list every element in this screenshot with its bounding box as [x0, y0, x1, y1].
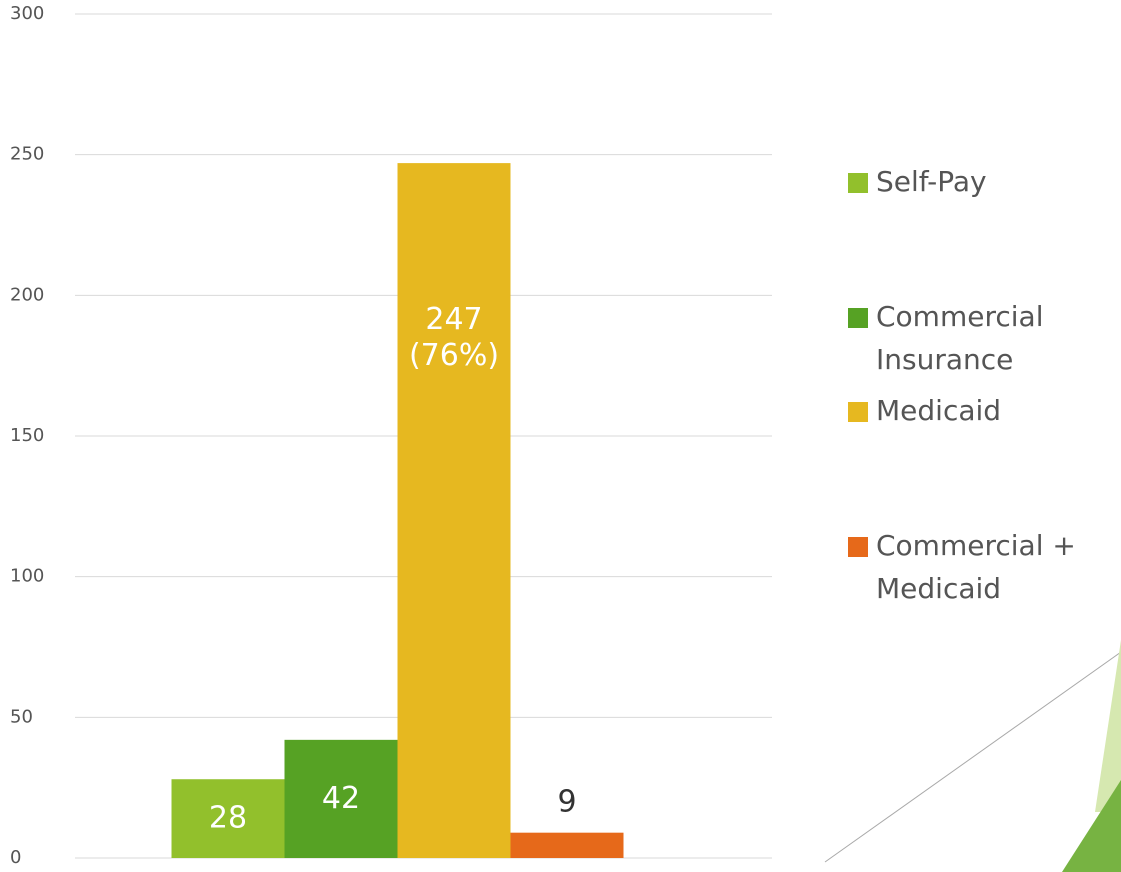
legend-label: Commercial + Medicaid [876, 529, 1076, 605]
y-tick-label: 50 [10, 706, 33, 727]
bar [510, 832, 624, 858]
decor-triangle-light [1095, 640, 1121, 812]
data-label: 42 [322, 780, 360, 815]
bar [397, 163, 511, 858]
y-tick-label: 150 [10, 425, 44, 446]
y-tick-label: 0 [10, 847, 21, 868]
legend-label: Medicaid [876, 394, 1001, 427]
legend-swatch [848, 308, 868, 328]
legend-swatch [848, 537, 868, 557]
data-label: 247 (76%) [409, 302, 499, 373]
bar [284, 739, 398, 858]
bar [171, 779, 285, 858]
legend-swatch [848, 173, 868, 193]
y-tick-label: 100 [10, 566, 44, 587]
legend-label: Self-Pay [876, 165, 987, 198]
y-tick-label: 250 [10, 144, 44, 165]
legend-label: Commercial Insurance [876, 300, 1043, 376]
decor-line [824, 651, 1121, 863]
data-label: 28 [209, 800, 247, 835]
y-tick-label: 200 [10, 284, 44, 305]
data-label: 9 [557, 784, 576, 819]
legend-swatch [848, 402, 868, 422]
y-tick-label: 300 [10, 3, 44, 24]
decor-triangle-dark [1062, 780, 1121, 872]
